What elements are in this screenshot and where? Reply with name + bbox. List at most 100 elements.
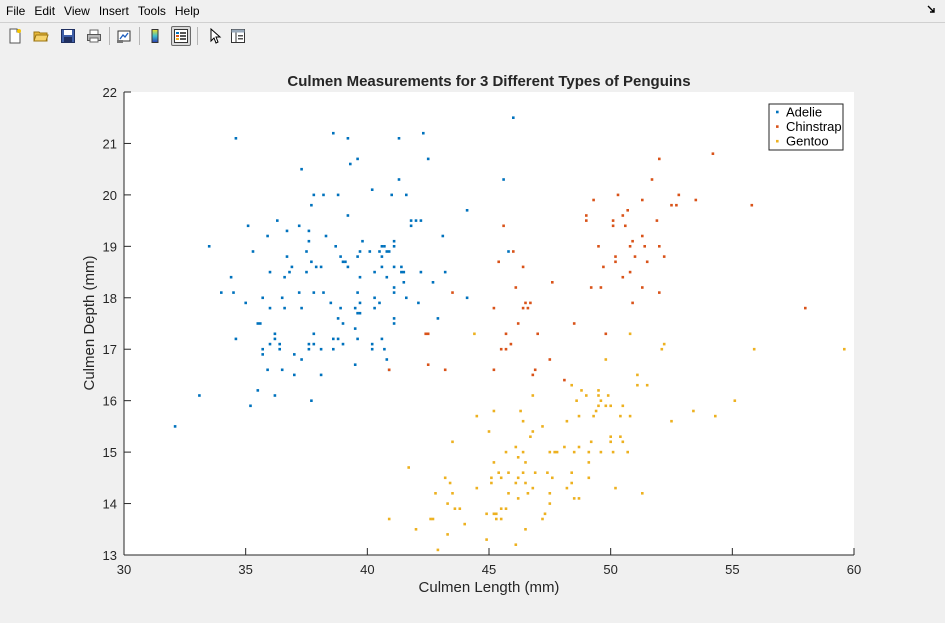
data-point — [843, 347, 846, 351]
data-point — [514, 481, 518, 485]
data-point — [390, 193, 393, 197]
data-point — [278, 342, 281, 346]
data-point — [565, 419, 569, 423]
data-point — [514, 445, 518, 449]
data-point — [636, 383, 639, 387]
data-point — [529, 435, 532, 438]
data-point — [356, 291, 359, 294]
data-point — [385, 275, 389, 279]
data-point — [507, 492, 510, 495]
show-plot-tools-button[interactable] — [228, 26, 248, 46]
data-point — [536, 332, 539, 336]
axes-layer: 30 35 40 45 50 55 60 13 14 15 16 17 18 19 20 21 22 — [103, 85, 862, 577]
data-point — [356, 311, 359, 315]
data-point — [611, 224, 615, 228]
menu-insert[interactable]: Insert — [98, 3, 129, 18]
data-point — [312, 342, 316, 346]
menu-help[interactable]: Help — [174, 3, 200, 18]
menu-tools[interactable]: Tools — [137, 3, 166, 18]
data-point — [585, 219, 588, 222]
data-point — [246, 224, 250, 228]
data-point — [385, 358, 389, 361]
data-point — [451, 492, 454, 495]
data-point — [259, 322, 262, 325]
data-point — [577, 445, 581, 449]
data-point — [641, 492, 644, 495]
insert-colorbar-button[interactable] — [145, 26, 165, 46]
data-point — [589, 286, 593, 289]
legend-box — [768, 103, 844, 151]
data-point — [422, 131, 425, 135]
data-point — [288, 270, 291, 274]
data-point — [392, 286, 396, 289]
insert-legend-button[interactable] — [171, 26, 191, 46]
series-adelie — [173, 116, 515, 428]
data-point — [207, 245, 211, 248]
data-point — [604, 404, 608, 408]
data-point — [492, 512, 496, 516]
data-point — [339, 306, 342, 310]
link-plot-button[interactable] — [114, 26, 134, 46]
save-figure-button[interactable] — [58, 26, 78, 46]
data-point — [387, 250, 391, 253]
data-point — [514, 543, 518, 546]
data-point — [614, 260, 617, 264]
data-point — [675, 203, 678, 207]
data-point — [504, 450, 508, 454]
y-tick-label: 18 — [103, 291, 117, 306]
data-point — [285, 255, 289, 258]
data-point — [641, 286, 644, 289]
dock-figure-icon[interactable] — [927, 5, 937, 15]
menu-view[interactable]: View — [64, 3, 90, 18]
legend-marker — [776, 125, 779, 128]
data-point — [300, 306, 303, 310]
print-figure-button[interactable] — [84, 26, 104, 46]
data-point — [353, 327, 357, 330]
data-point — [463, 522, 466, 526]
data-point — [548, 358, 552, 361]
data-point — [628, 245, 632, 248]
data-point — [373, 270, 376, 274]
menu-edit[interactable]: Edit — [34, 3, 56, 18]
legend-marker — [776, 139, 779, 143]
toolbar-separator — [109, 27, 110, 45]
data-point — [594, 409, 598, 413]
data-point — [426, 332, 430, 336]
data-point — [570, 383, 573, 387]
data-point — [597, 245, 600, 248]
data-point — [512, 250, 515, 253]
data-point — [516, 476, 520, 480]
folder-open-icon — [33, 31, 49, 42]
data-point — [752, 347, 756, 351]
data-point — [504, 332, 508, 336]
data-point — [419, 219, 423, 222]
data-point — [278, 347, 281, 351]
data-point — [633, 255, 637, 258]
data-point — [312, 193, 316, 197]
data-point — [370, 347, 374, 351]
menu-file[interactable]: File — [6, 3, 26, 18]
data-point — [426, 157, 430, 161]
data-point — [283, 275, 286, 279]
data-point — [310, 203, 313, 207]
data-point — [268, 270, 272, 274]
data-point — [645, 383, 649, 387]
scatter-chart[interactable]: Culmen Measurements for 3 Different Type… — [0, 49, 945, 618]
data-point — [285, 229, 289, 233]
data-point — [548, 450, 552, 454]
data-point — [804, 306, 807, 310]
data-point — [261, 296, 264, 300]
data-point — [490, 476, 493, 480]
data-point — [645, 260, 649, 264]
open-file-button[interactable] — [31, 26, 51, 46]
data-point — [397, 137, 401, 140]
edit-plot-button[interactable] — [204, 26, 224, 46]
data-point — [524, 481, 527, 485]
plot-tools-icon — [231, 29, 245, 43]
data-point — [580, 389, 583, 392]
data-point — [283, 306, 286, 310]
new-figure-button[interactable] — [5, 26, 25, 46]
colorbar-icon — [151, 29, 159, 43]
data-point — [694, 198, 698, 202]
